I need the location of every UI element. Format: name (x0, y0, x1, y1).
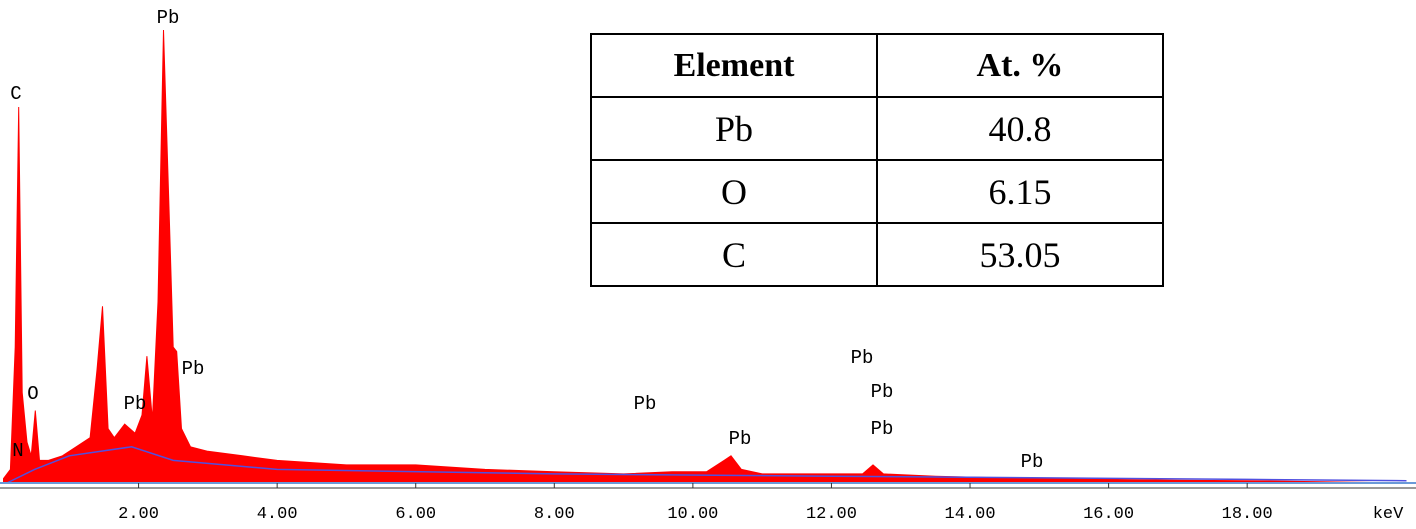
peak-label: Pb (871, 418, 894, 440)
x-tick-label: 4.00 (257, 505, 298, 524)
composition-table: Element At. % Pb 40.8 O 6.15 C 53.05 (590, 33, 1164, 287)
background-line (6, 446, 1407, 484)
x-tick-label: 12.00 (806, 505, 857, 524)
peak-label: Pb (729, 428, 752, 450)
peak-label: Pb (1021, 451, 1044, 473)
peak-label: C (10, 83, 21, 105)
peak-label: N (12, 440, 23, 462)
cell: O (590, 159, 878, 224)
header-cell: At. % (876, 33, 1164, 98)
peak-label: Pb (851, 347, 874, 369)
x-tick-label: 8.00 (534, 505, 575, 524)
table-row: O 6.15 (590, 159, 1164, 224)
peak-label: Pb (634, 393, 657, 415)
x-tick-label: 16.00 (1083, 505, 1134, 524)
cell: Pb (590, 96, 878, 161)
x-tick-label: 10.00 (667, 505, 718, 524)
cell: 40.8 (876, 96, 1164, 161)
table-row: Pb 40.8 (590, 96, 1164, 161)
peak-label: Pb (124, 393, 147, 415)
x-tick-label: 14.00 (945, 505, 996, 524)
peak-label: Pb (182, 358, 205, 380)
peak-label: O (27, 383, 38, 405)
cell: 6.15 (876, 159, 1164, 224)
x-axis-label: keV (1373, 505, 1404, 524)
x-tick-label: 2.00 (118, 505, 159, 524)
spectrum-area (3, 29, 1407, 484)
table-row: C 53.05 (590, 222, 1164, 287)
peak-label: Pb (157, 7, 180, 29)
x-tick-label: 18.00 (1222, 505, 1273, 524)
header-cell: Element (590, 33, 878, 98)
cell: 53.05 (876, 222, 1164, 287)
x-tick-label: 6.00 (395, 505, 436, 524)
peak-label: Pb (871, 381, 894, 403)
table-header: Element At. % (590, 33, 1164, 98)
cell: C (590, 222, 878, 287)
